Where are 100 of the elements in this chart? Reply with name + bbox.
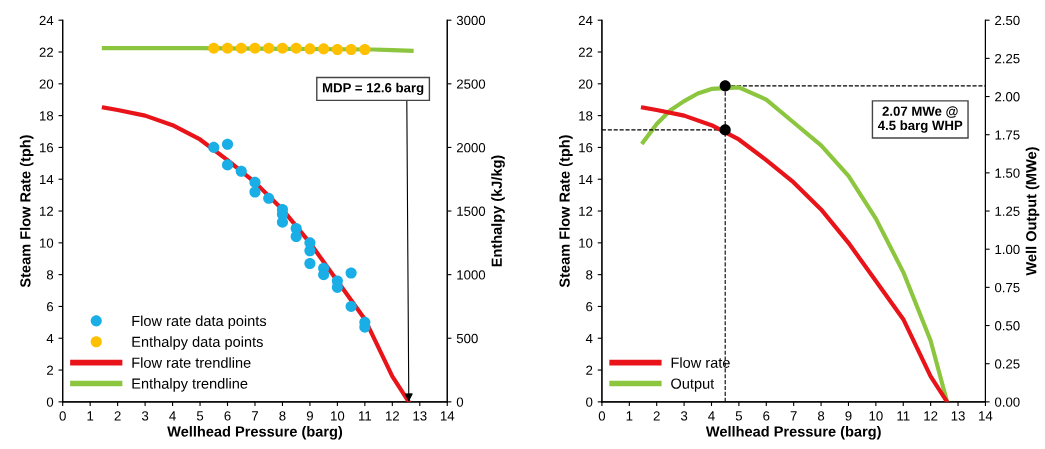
y2-tick-label: 2000 xyxy=(456,142,486,153)
y-tick-label: 6 xyxy=(47,302,54,312)
y2-tick-label: 1.00 xyxy=(995,244,1020,255)
y-tick-label: 12 xyxy=(579,206,593,216)
y-tick-label: 24 xyxy=(39,15,54,25)
y-tick-label: 20 xyxy=(578,79,593,89)
legend-label: Flow rate trendline xyxy=(132,357,251,368)
y-axis-title: Steam Flow Rate (tph) xyxy=(19,135,34,288)
annotation: MDP = 12.6 barg xyxy=(322,82,424,96)
x-tick-label: 6 xyxy=(224,411,231,421)
x-tick-label: 5 xyxy=(735,411,743,421)
x-tick-label: 13 xyxy=(413,411,427,421)
point xyxy=(345,300,357,312)
point xyxy=(235,165,247,177)
x-tick-label: 4 xyxy=(169,411,176,421)
point xyxy=(221,159,234,171)
point xyxy=(221,138,234,150)
y2-tick-label: 1.50 xyxy=(995,168,1020,178)
y-tick-label: 16 xyxy=(40,142,54,153)
y2-tick-label: 0.25 xyxy=(994,359,1020,369)
annotation: 2.07 MWe @ 4.5 barg WHP xyxy=(877,106,963,133)
y2-tick-label: 2.25 xyxy=(995,53,1020,64)
x-tick-label: 10 xyxy=(869,411,883,421)
y-tick-label: 14 xyxy=(40,174,54,185)
x-tick-label: 3 xyxy=(680,411,688,421)
point xyxy=(345,267,357,279)
y2-tick-label: 2500 xyxy=(456,79,486,89)
x-axis-title: Wellhead Pressure (barg) xyxy=(167,425,343,440)
x-tick-label: 14 xyxy=(979,411,993,421)
y2-tick-label: 1000 xyxy=(457,270,486,280)
y2-tick-label: 1500 xyxy=(457,206,486,216)
y2-tick-label: 0.75 xyxy=(994,282,1020,293)
y-tick-label: 8 xyxy=(586,270,593,280)
y-tick-label: 24 xyxy=(578,15,593,25)
x-tick-label: 1 xyxy=(626,411,633,421)
legend-label: Flow rate xyxy=(671,357,730,368)
x-tick-label: 10 xyxy=(331,411,345,421)
y-tick-label: 10 xyxy=(40,238,54,248)
y2-tick-label: 3000 xyxy=(456,15,486,26)
y-tick-label: 18 xyxy=(579,111,593,121)
y2-tick-label: 0 xyxy=(456,397,464,407)
y-tick-label: 0 xyxy=(46,397,54,407)
line-series xyxy=(101,105,411,402)
legend-label: Flow rate data points xyxy=(132,315,267,329)
point xyxy=(249,176,261,188)
legend-label: Output xyxy=(671,378,715,392)
y-tick-label: 18 xyxy=(40,111,54,121)
y-tick-label: 14 xyxy=(579,174,593,185)
y2-tick-label: 2.50 xyxy=(995,15,1020,26)
x-tick-label: 12 xyxy=(924,411,938,421)
point xyxy=(304,257,316,270)
x-tick-label: 2 xyxy=(114,411,121,421)
y-tick-label: 8 xyxy=(46,270,54,280)
legend-label: Enthalpy data points xyxy=(132,336,263,350)
x-axis-title: Wellhead Pressure (barg) xyxy=(705,425,881,440)
y-tick-label: 20 xyxy=(39,79,54,89)
point xyxy=(208,141,220,153)
x-tick-label: 9 xyxy=(845,411,852,421)
y2-tick-label: 0.00 xyxy=(994,397,1020,407)
x-tick-label: 11 xyxy=(897,411,910,421)
y-tick-label: 2 xyxy=(586,365,593,375)
y-tick-label: 22 xyxy=(39,47,54,57)
legend-label: Enthalpy trendline xyxy=(132,378,248,392)
x-tick-label: 0 xyxy=(59,411,66,421)
x-tick-label: 13 xyxy=(951,411,965,421)
x-tick-label: 7 xyxy=(251,411,258,421)
y-tick-label: 12 xyxy=(40,206,54,216)
x-tick-label: 14 xyxy=(440,411,455,421)
x-tick-label: 4 xyxy=(708,411,715,421)
point xyxy=(263,192,275,204)
x-tick-label: 7 xyxy=(790,411,797,421)
x-tick-label: 9 xyxy=(306,411,313,421)
x-tick-label: 5 xyxy=(196,411,204,421)
x-tick-label: 2 xyxy=(653,411,660,421)
y-axis-title: Steam Flow Rate (tph) xyxy=(559,135,573,288)
y2-tick-label: 0.50 xyxy=(994,321,1020,331)
x-tick-label: 6 xyxy=(763,411,770,421)
y2-tick-label: 1.75 xyxy=(995,130,1020,140)
x-tick-label: 1 xyxy=(87,411,94,421)
x-tick-label: 12 xyxy=(385,411,399,421)
y2-tick-label: 2.00 xyxy=(995,92,1020,102)
y2-axis-title: Well Output (MWe) xyxy=(1025,147,1040,276)
y-tick-label: 10 xyxy=(579,238,593,248)
point xyxy=(249,186,261,198)
y-tick-label: 16 xyxy=(579,142,593,153)
y-tick-label: 4 xyxy=(46,333,54,344)
y-tick-label: 6 xyxy=(586,302,593,312)
y-tick-label: 4 xyxy=(585,333,593,344)
x-tick-label: 3 xyxy=(141,411,149,421)
x-tick-label: 11 xyxy=(359,411,372,421)
y2-tick-label: 1.25 xyxy=(995,206,1020,216)
y-tick-label: 22 xyxy=(578,47,593,57)
y2-axis-title: Enthalpy (kJ/kg) xyxy=(491,155,505,267)
point xyxy=(304,245,316,257)
y-tick-label: 0 xyxy=(586,397,593,407)
y-tick-label: 2 xyxy=(47,365,54,375)
x-tick-label: 8 xyxy=(817,411,825,421)
x-tick-label: 0 xyxy=(598,411,606,421)
y2-tick-label: 500 xyxy=(456,333,478,344)
x-tick-label: 8 xyxy=(279,411,286,421)
